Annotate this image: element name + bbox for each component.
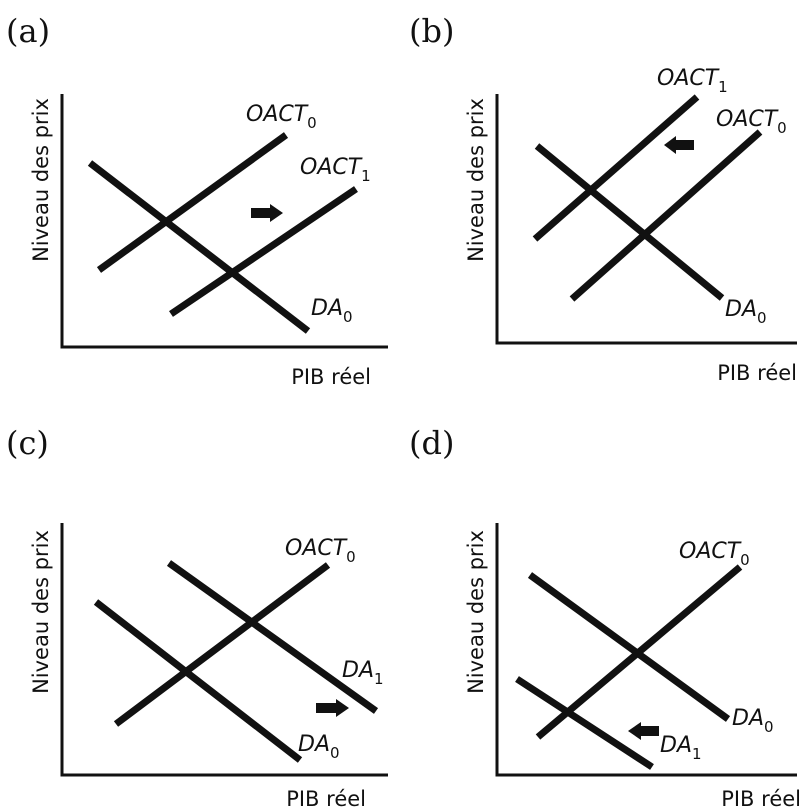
panel-b-shift-arrow-icon bbox=[664, 136, 694, 154]
panel-d-shift-arrow-icon bbox=[628, 722, 659, 740]
panel-d-da0-label: DA0 bbox=[732, 706, 774, 736]
panel-d-ylabel: Niveau des prix bbox=[464, 530, 488, 694]
panel-a-oact1-curve bbox=[169, 186, 358, 317]
panel-b-da0-label: DA0 bbox=[725, 297, 767, 327]
panel-b-oact0-label: OACT0 bbox=[716, 107, 787, 137]
panel-d-da0-curve bbox=[527, 572, 731, 722]
panel-b-axes bbox=[495, 94, 797, 345]
panel-a: (a) Niveau des prix PIB réel OACT0 OACT1… bbox=[6, 12, 388, 389]
panel-d-oact0-label: OACT0 bbox=[679, 539, 750, 569]
panel-c-da1-curve bbox=[166, 560, 379, 714]
panel-b-letter: (b) bbox=[409, 12, 454, 50]
panel-d-letter: (d) bbox=[409, 424, 454, 462]
panel-c-letter: (c) bbox=[6, 424, 49, 462]
panel-b-oact1-curve bbox=[532, 94, 700, 242]
panel-c-shift-arrow-icon bbox=[316, 699, 349, 717]
panel-c-ylabel: Niveau des prix bbox=[29, 530, 53, 694]
panel-d: (d) Niveau des prix PIB réel OACT0 DA0 D… bbox=[409, 424, 801, 811]
panel-b-oact0-curve bbox=[569, 129, 763, 302]
panel-b-da0-curve bbox=[534, 143, 725, 301]
panel-a-oact1-label: OACT1 bbox=[300, 155, 371, 185]
panel-a-shift-arrow-icon bbox=[251, 204, 283, 222]
panel-b-xlabel: PIB réel bbox=[717, 361, 797, 385]
panel-a-oact0-label: OACT0 bbox=[246, 102, 317, 132]
panel-d-axes bbox=[495, 523, 797, 777]
panel-c-da0-curve bbox=[93, 599, 303, 763]
panel-a-oact0-curve bbox=[96, 132, 289, 273]
panel-c-da1-label: DA1 bbox=[342, 658, 384, 688]
panel-d-da1-label: DA1 bbox=[660, 733, 702, 763]
panel-c-axes bbox=[60, 523, 388, 777]
panel-c: (c) Niveau des prix PIB réel OACT0 DA1 D… bbox=[6, 424, 388, 811]
panel-c-da0-label: DA0 bbox=[298, 732, 340, 762]
panel-a-letter: (a) bbox=[6, 12, 50, 50]
panel-b: (b) Niveau des prix PIB réel OACT1 OACT0… bbox=[409, 12, 797, 385]
panel-c-oact0-curve bbox=[113, 562, 331, 727]
panel-a-xlabel: PIB réel bbox=[291, 365, 371, 389]
panel-a-da0-label: DA0 bbox=[311, 296, 353, 326]
panel-a-axes bbox=[60, 94, 388, 349]
panel-d-da1-curve bbox=[515, 676, 654, 770]
panel-c-xlabel: PIB réel bbox=[286, 787, 366, 811]
panel-b-oact1-label: OACT1 bbox=[657, 66, 728, 96]
panel-d-xlabel: PIB réel bbox=[721, 787, 801, 811]
panel-b-ylabel: Niveau des prix bbox=[464, 98, 488, 262]
panel-a-da0-curve bbox=[87, 160, 311, 334]
panel-c-oact0-label: OACT0 bbox=[285, 536, 356, 566]
panel-a-ylabel: Niveau des prix bbox=[29, 98, 53, 262]
